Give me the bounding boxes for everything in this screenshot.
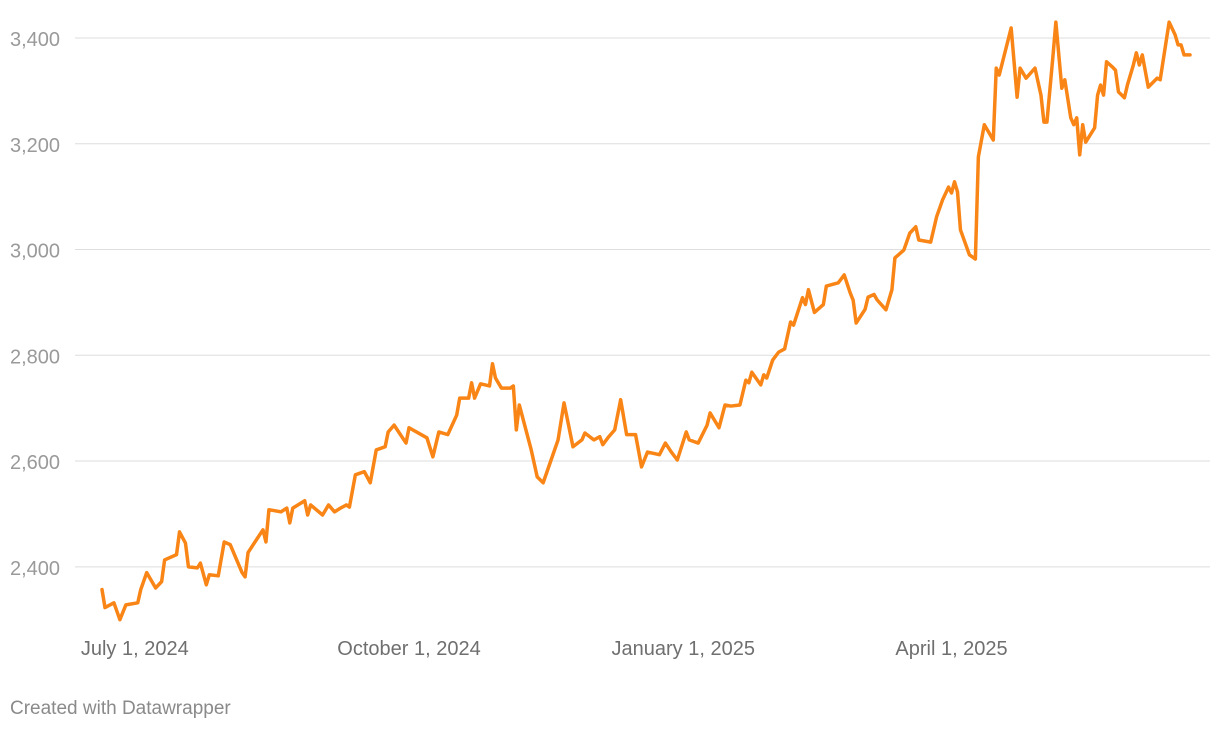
x-tick-label: April 1, 2025 — [895, 638, 1007, 660]
price-line — [100, 20, 1192, 622]
y-tick-label: 3,000 — [10, 241, 60, 263]
x-tick-label: January 1, 2025 — [612, 638, 755, 660]
x-tick-label: October 1, 2024 — [337, 638, 480, 660]
y-tick-label: 2,400 — [10, 558, 60, 580]
y-tick-label: 3,400 — [10, 29, 60, 51]
footer: Created with Datawrapper — [10, 698, 231, 719]
y-tick-label: 3,200 — [10, 135, 60, 157]
y-tick-label: 2,600 — [10, 452, 60, 474]
y-tick-label: 2,800 — [10, 346, 60, 368]
x-tick-label: July 1, 2024 — [81, 638, 189, 660]
